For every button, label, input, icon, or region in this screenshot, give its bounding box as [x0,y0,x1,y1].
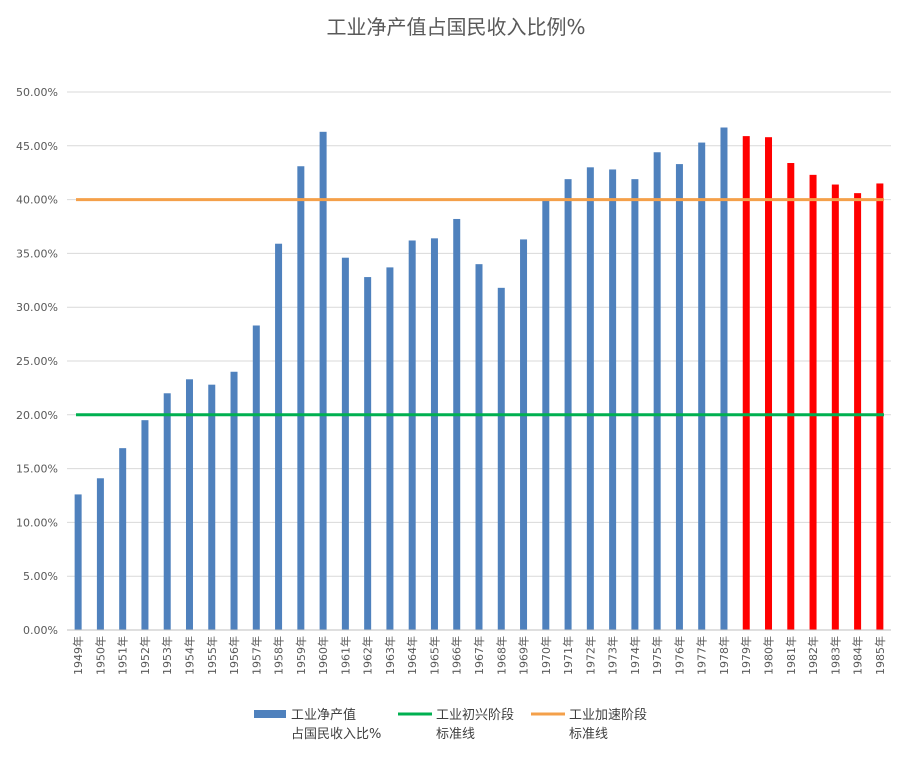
legend-label-series-line2: 占国民收入比% [291,727,381,742]
bar [497,287,505,630]
bar [475,264,483,630]
bar [854,193,862,631]
bar [208,384,216,630]
x-tick-label: 1953年 [160,636,174,675]
bar [74,494,82,630]
x-tick-label: 1977年 [695,636,709,675]
x-tick-label: 1950年 [93,636,107,675]
x-tick-label: 1958年 [272,636,286,675]
x-tick-label: 1963年 [383,636,397,675]
bar [609,169,617,631]
bar [564,179,572,630]
chart-title: 工业净产值占国民收入比例% [326,15,585,39]
bar [297,166,305,630]
x-tick-label: 1964年 [405,636,419,675]
x-tick-label: 1969年 [517,636,531,675]
y-tick-label: 10.00% [16,516,58,529]
x-tick-label: 1973年 [606,636,620,675]
bar [742,136,750,630]
x-tick-label: 1974年 [628,636,642,675]
bar [119,448,127,630]
x-tick-label: 1949年 [71,636,85,675]
x-tick-label: 1959年 [294,636,308,675]
legend-swatch-series [254,710,286,718]
x-tick-label: 1951年 [116,636,130,675]
x-axis: 1949年 1950年 1951年 1952年 1953年 1954年 1955年 1956年… [67,629,891,675]
x-tick-label: 1970年 [539,636,553,675]
bar [252,325,260,630]
bar [876,183,884,630]
x-tick-label: 1975年 [650,636,664,675]
bar [319,131,327,630]
x-tick-label: 1984年 [851,636,865,675]
x-tick-label: 1981年 [784,636,798,675]
bar [230,371,238,630]
bars [74,127,884,631]
x-tick-label: 1979年 [739,636,753,675]
legend-label-reference-line2: 标准线 [436,727,475,742]
x-tick-label: 1978年 [717,636,731,675]
y-axis: 0.00% 5.00% 10.00% 15.00% 20.00% 25.00% 30.00%… [16,86,58,637]
legend-label-reference: 工业初兴阶段 [436,708,514,723]
x-tick-label: 1985年 [873,636,887,675]
bar [720,127,728,631]
bar [809,174,817,631]
bar [185,379,193,630]
x-tick-label: 1982年 [806,636,820,675]
x-tick-label: 1976年 [672,636,686,675]
bar [698,142,706,630]
y-tick-label: 5.00% [23,570,58,583]
x-tick-label: 1983年 [828,636,842,675]
x-tick-label: 1955年 [205,636,219,675]
x-tick-label: 1968年 [494,636,508,675]
x-tick-label: 1971年 [561,636,575,675]
legend-label-series: 工业净产值 [291,707,356,723]
y-tick-label: 25.00% [16,355,58,368]
bar [408,240,416,630]
x-tick-label: 1967年 [472,636,486,675]
bar [364,277,372,630]
bar [453,218,461,630]
bar [96,478,104,630]
bar [275,243,283,630]
x-tick-label: 1960年 [316,636,330,675]
x-tick-label: 1962年 [361,636,375,675]
y-tick-label: 50.00% [16,86,58,99]
bar [141,420,149,630]
y-tick-label: 0.00% [23,624,58,637]
x-tick-label: 1957年 [249,636,263,675]
bar [765,137,773,630]
bar [631,179,639,630]
bar [341,257,349,630]
bar [520,239,528,631]
x-tick-label: 1956年 [227,636,241,675]
y-tick-label: 45.00% [16,140,58,153]
bar [586,167,594,630]
x-tick-label: 1965年 [427,636,441,675]
x-tick-label: 1972年 [583,636,597,675]
bar [831,184,839,630]
y-tick-label: 40.00% [16,194,58,207]
legend-label-reference-line2: 标准线 [569,727,608,742]
legend-label-reference: 工业加速阶段 [569,708,647,723]
y-tick-label: 15.00% [16,463,58,476]
x-tick-label: 1966年 [450,636,464,675]
x-tick-label: 1954年 [182,636,196,675]
bar [163,393,171,630]
bar [787,163,795,631]
y-tick-label: 20.00% [16,409,58,422]
x-tick-label: 1961年 [338,636,352,675]
y-tick-label: 30.00% [16,301,58,314]
reference-lines [76,198,884,417]
y-tick-label: 35.00% [16,247,58,260]
bar [386,267,394,630]
x-tick-label: 1952年 [138,636,152,675]
bar [653,152,661,631]
bar [675,164,683,631]
bar [430,238,438,630]
x-tick-label: 1980年 [762,636,776,675]
